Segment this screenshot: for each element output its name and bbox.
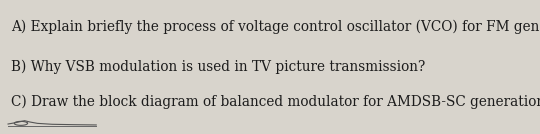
Text: C) Draw the block diagram of balanced modulator for AMDSB-SC generation.: C) Draw the block diagram of balanced mo… — [11, 94, 540, 109]
Text: B) Why VSB modulation is used in TV picture transmission?: B) Why VSB modulation is used in TV pict… — [11, 60, 425, 74]
Text: A) Explain briefly the process of voltage control oscillator (VCO) for FM genera: A) Explain briefly the process of voltag… — [11, 20, 540, 34]
